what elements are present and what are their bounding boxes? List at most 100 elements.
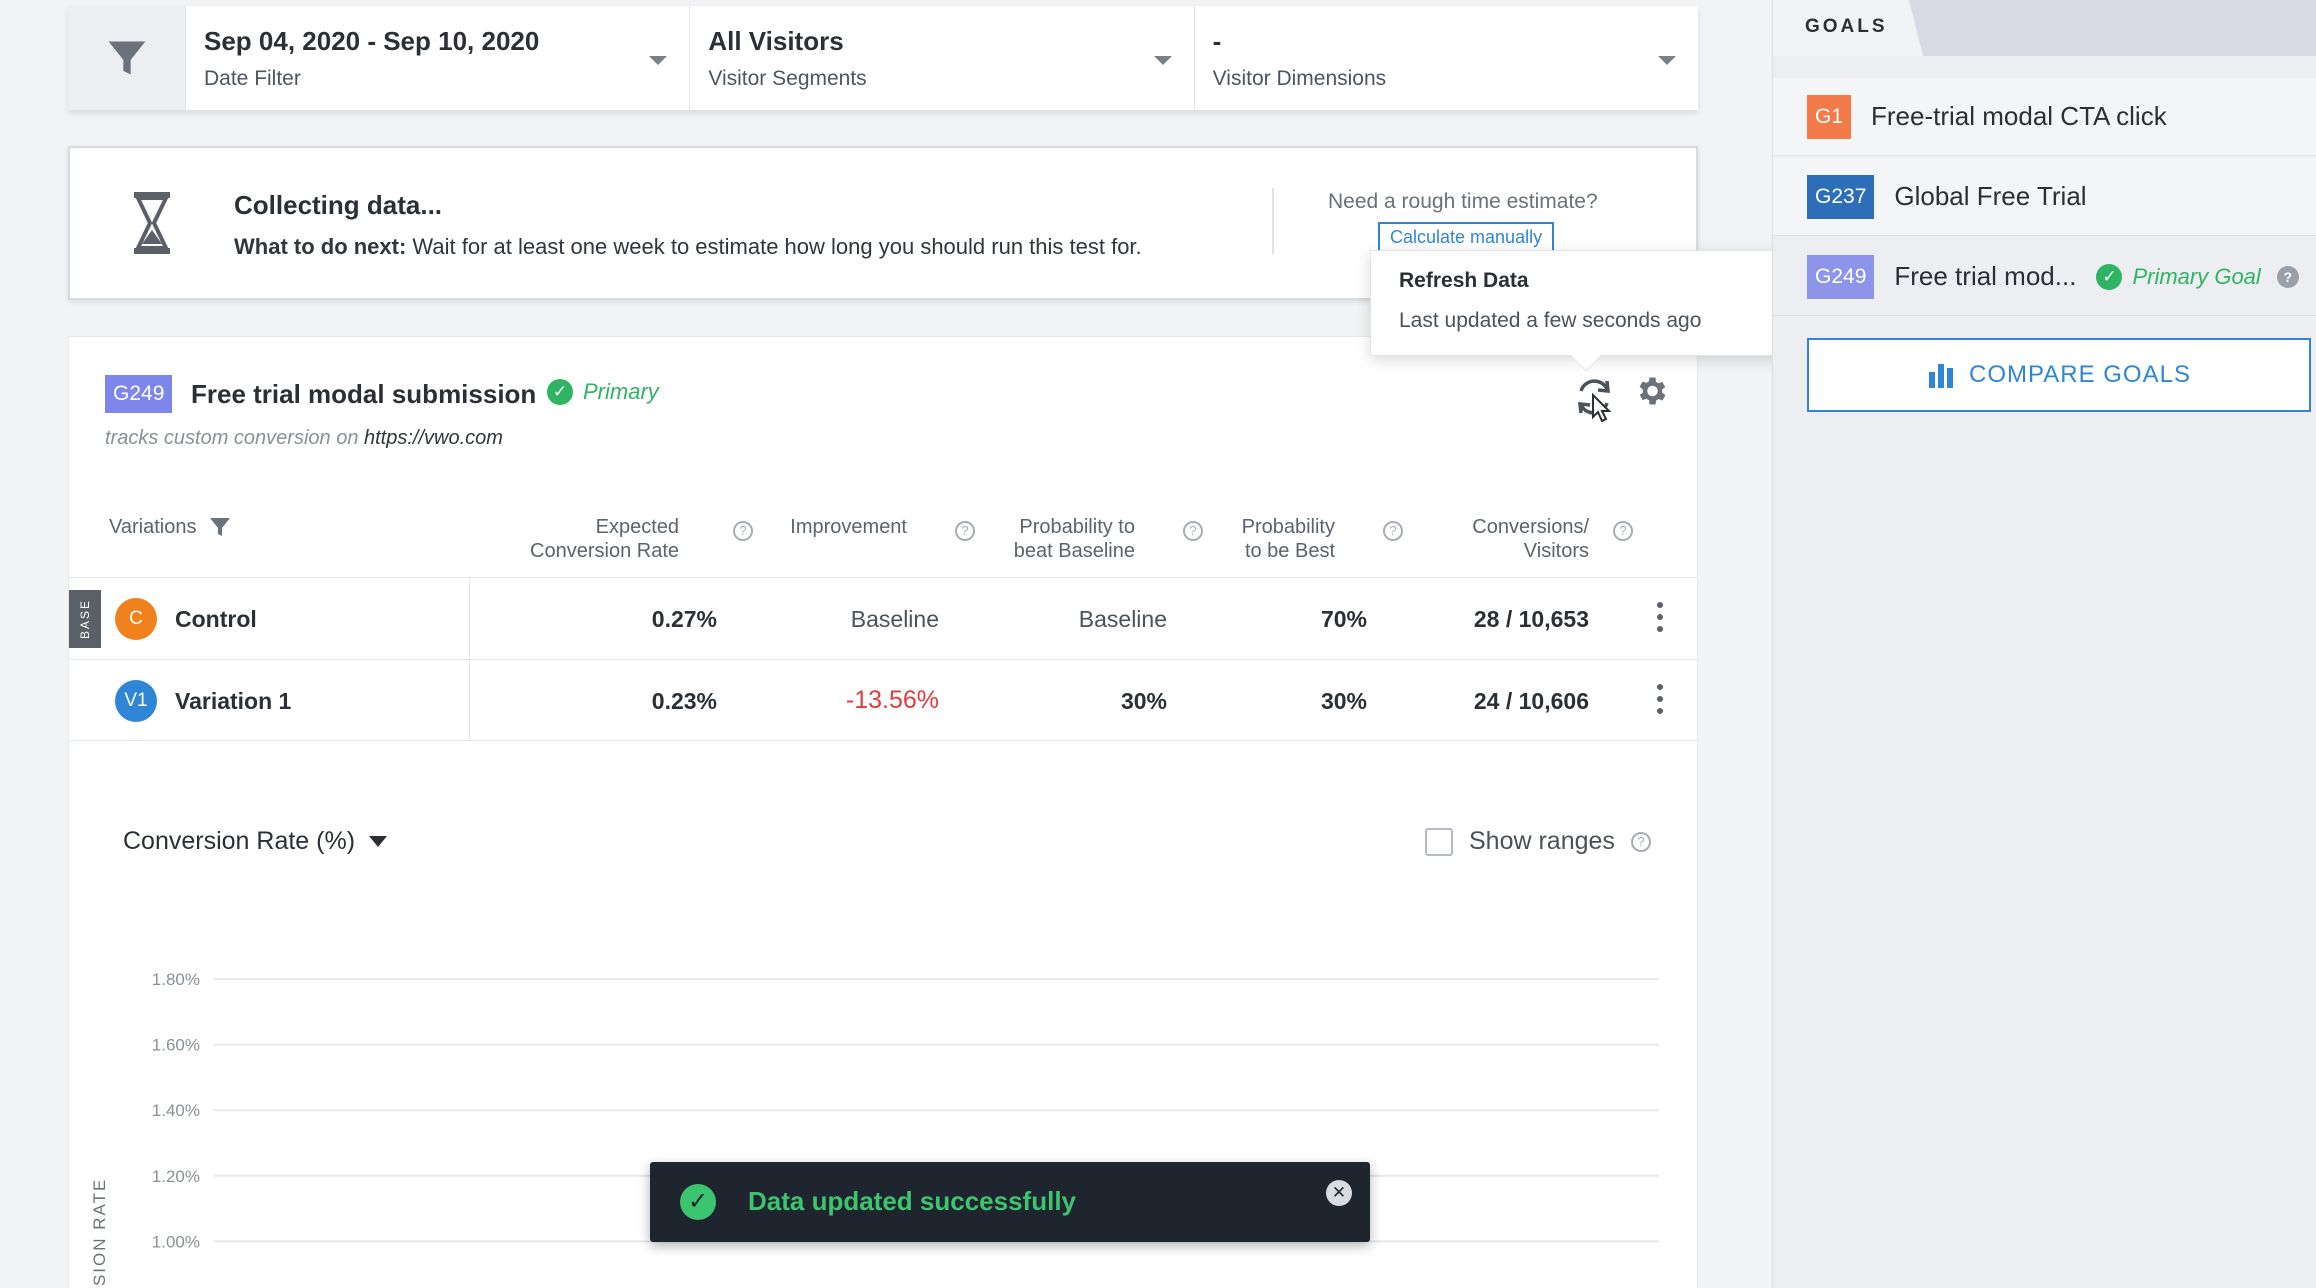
improvement-header-label: Improvement: [790, 516, 907, 538]
tooltip-title: Refresh Data: [1399, 269, 1529, 292]
tracks-url: https://vwo.com: [364, 427, 503, 449]
gear-icon[interactable]: [1633, 373, 1669, 409]
goal-name: Free-trial modal CTA click: [1871, 101, 2167, 131]
close-icon[interactable]: ✕: [1326, 1180, 1352, 1206]
pbb-value: Baseline: [1078, 606, 1167, 632]
goal-list-item[interactable]: G1 Free-trial modal CTA click: [1773, 78, 2316, 156]
goal-badge: G237: [1807, 174, 1875, 219]
banner-next-text: Wait for at least one week to estimate h…: [406, 234, 1142, 259]
visitor-segments-dropdown[interactable]: All Visitors Visitor Segments: [690, 6, 1195, 110]
ecr-header: Expected Conversion Rate: [530, 515, 679, 563]
funnel-icon: [108, 41, 145, 75]
collecting-data-banner: Collecting data... What to do next: Wait…: [68, 146, 1698, 300]
y-tick-label: 1.20%: [152, 1167, 200, 1186]
goal-name: Free trial mod...: [1894, 261, 2077, 291]
chevron-down-icon: [1153, 56, 1172, 65]
y-tick-label: 1.00%: [152, 1232, 200, 1251]
success-toast: ✓ Data updated successfully ✕: [650, 1162, 1370, 1242]
banner-title: Collecting data...: [234, 190, 443, 220]
show-ranges-label: Show ranges: [1469, 827, 1615, 855]
variation-avatar: V1: [115, 680, 157, 722]
bar-chart-icon: [1929, 364, 1954, 388]
table-row[interactable]: V1 Variation 1 0.23% -13.56% 30% 30% 24 …: [69, 659, 1697, 741]
y-tick-label: 1.80%: [152, 970, 200, 989]
goal-badge: G249: [1807, 254, 1875, 299]
goal-title: Free trial modal submission: [191, 379, 537, 409]
help-icon[interactable]: ?: [955, 521, 975, 541]
calculate-manually-button[interactable]: Calculate manually: [1378, 222, 1555, 252]
table-row[interactable]: BASE C Control 0.27% Baseline Baseline 7…: [69, 577, 1697, 659]
conversions-value: 28 / 10,653: [1473, 606, 1589, 632]
goal-name: Global Free Trial: [1894, 181, 2087, 211]
row-menu-icon[interactable]: [1657, 602, 1665, 636]
primary-goal-indicator: ✓ Primary: [547, 379, 659, 405]
y-tick-label: 1.60%: [152, 1036, 200, 1055]
refresh-data-button[interactable]: [1567, 371, 1621, 425]
filter-bar: Sep 04, 2020 - Sep 10, 2020 Date Filter …: [68, 6, 1698, 110]
variation-name: Control: [175, 606, 257, 632]
show-ranges-checkbox[interactable]: [1425, 827, 1453, 856]
help-icon[interactable]: ?: [1183, 521, 1203, 541]
primary-goal-label: Primary Goal: [2132, 263, 2261, 289]
compare-goals-button[interactable]: COMPARE GOALS: [1807, 338, 2311, 412]
refresh-tooltip: Refresh Data Last updated a few seconds …: [1370, 250, 1800, 372]
ecr-value: 0.23%: [651, 688, 717, 714]
chart-metric-label: Conversion Rate (%): [123, 827, 356, 855]
goal-report-card: G249 Free trial modal submission ✓ Prima…: [68, 336, 1698, 1288]
hourglass-icon: [134, 192, 170, 254]
check-circle-icon: ✓: [680, 1184, 716, 1220]
tooltip-subtitle: Last updated a few seconds ago: [1399, 309, 1702, 332]
visitor-dimensions-dropdown[interactable]: - Visitor Dimensions: [1195, 6, 1698, 110]
check-circle-icon: ✓: [547, 379, 573, 405]
variation-name: Variation 1: [175, 688, 292, 714]
ecr-header-line2: Conversion Rate: [530, 540, 679, 562]
ecr-header-line1: Expected: [595, 516, 679, 538]
banner-next-label: What to do next:: [234, 234, 407, 259]
goal-badge: G1: [1807, 94, 1852, 139]
dimensions-label: Visitor Dimensions: [1212, 67, 1387, 90]
help-icon[interactable]: ?: [2276, 265, 2299, 288]
cv-header-line1: Conversions/: [1472, 516, 1589, 538]
filter-toggle[interactable]: [68, 6, 186, 110]
pbb-header-line2: beat Baseline: [1013, 540, 1135, 562]
goals-tabstrip: GOALS: [1773, 0, 2316, 56]
conversions-header: Conversions/ Visitors: [1472, 515, 1589, 563]
improvement-value: Baseline: [850, 606, 939, 632]
pbb-value: 30%: [1120, 688, 1167, 714]
show-ranges-toggle[interactable]: Show ranges ?: [1425, 827, 1651, 856]
help-icon[interactable]: ?: [1613, 521, 1633, 541]
chart-metric-dropdown[interactable]: Conversion Rate (%): [123, 827, 388, 856]
ptb-value: 70%: [1320, 606, 1367, 632]
help-icon[interactable]: ?: [733, 521, 753, 541]
improvement-value: -13.56%: [845, 686, 939, 714]
cv-header-line2: Visitors: [1523, 540, 1589, 562]
ptb-header-line2: to be Best: [1244, 540, 1335, 562]
tracks-prefix: tracks custom conversion on: [105, 427, 364, 449]
conversions-value: 24 / 10,606: [1473, 688, 1589, 714]
toast-message: Data updated successfully: [748, 1186, 1076, 1216]
ptb-value: 30%: [1320, 688, 1367, 714]
goal-list-item[interactable]: G237 Global Free Trial: [1773, 158, 2316, 236]
y-tick-label: 1.40%: [152, 1101, 200, 1120]
goals-panel: GOALS G1 Free-trial modal CTA click G237…: [1772, 0, 2316, 1288]
chevron-down-icon: [1657, 56, 1676, 65]
date-filter-dropdown[interactable]: Sep 04, 2020 - Sep 10, 2020 Date Filter: [186, 6, 691, 110]
primary-goal-indicator: ✓ Primary Goal: [2096, 263, 2261, 290]
improvement-header: Improvement: [790, 515, 907, 539]
ptb-header: Probability to be Best: [1242, 515, 1335, 563]
goal-list-item-active[interactable]: G249 Free trial mod... ✓ Primary Goal ?: [1773, 238, 2316, 316]
segments-label: Visitor Segments: [708, 67, 867, 90]
caret-down-icon: [369, 836, 388, 847]
row-menu-icon[interactable]: [1657, 684, 1665, 718]
chevron-down-icon: [649, 56, 668, 65]
banner-message: What to do next: Wait for at least one w…: [234, 234, 1142, 260]
help-icon[interactable]: ?: [1383, 521, 1403, 541]
tab-goals[interactable]: GOALS: [1773, 0, 1923, 56]
date-filter-value: Sep 04, 2020 - Sep 10, 2020: [204, 26, 540, 56]
hand-cursor-icon: [1592, 392, 1612, 423]
compare-goals-label: COMPARE GOALS: [1969, 361, 2191, 388]
date-filter-label: Date Filter: [204, 67, 301, 90]
help-icon[interactable]: ?: [1630, 831, 1651, 852]
column-divider: [469, 578, 470, 659]
variations-header[interactable]: Variations: [109, 515, 232, 539]
